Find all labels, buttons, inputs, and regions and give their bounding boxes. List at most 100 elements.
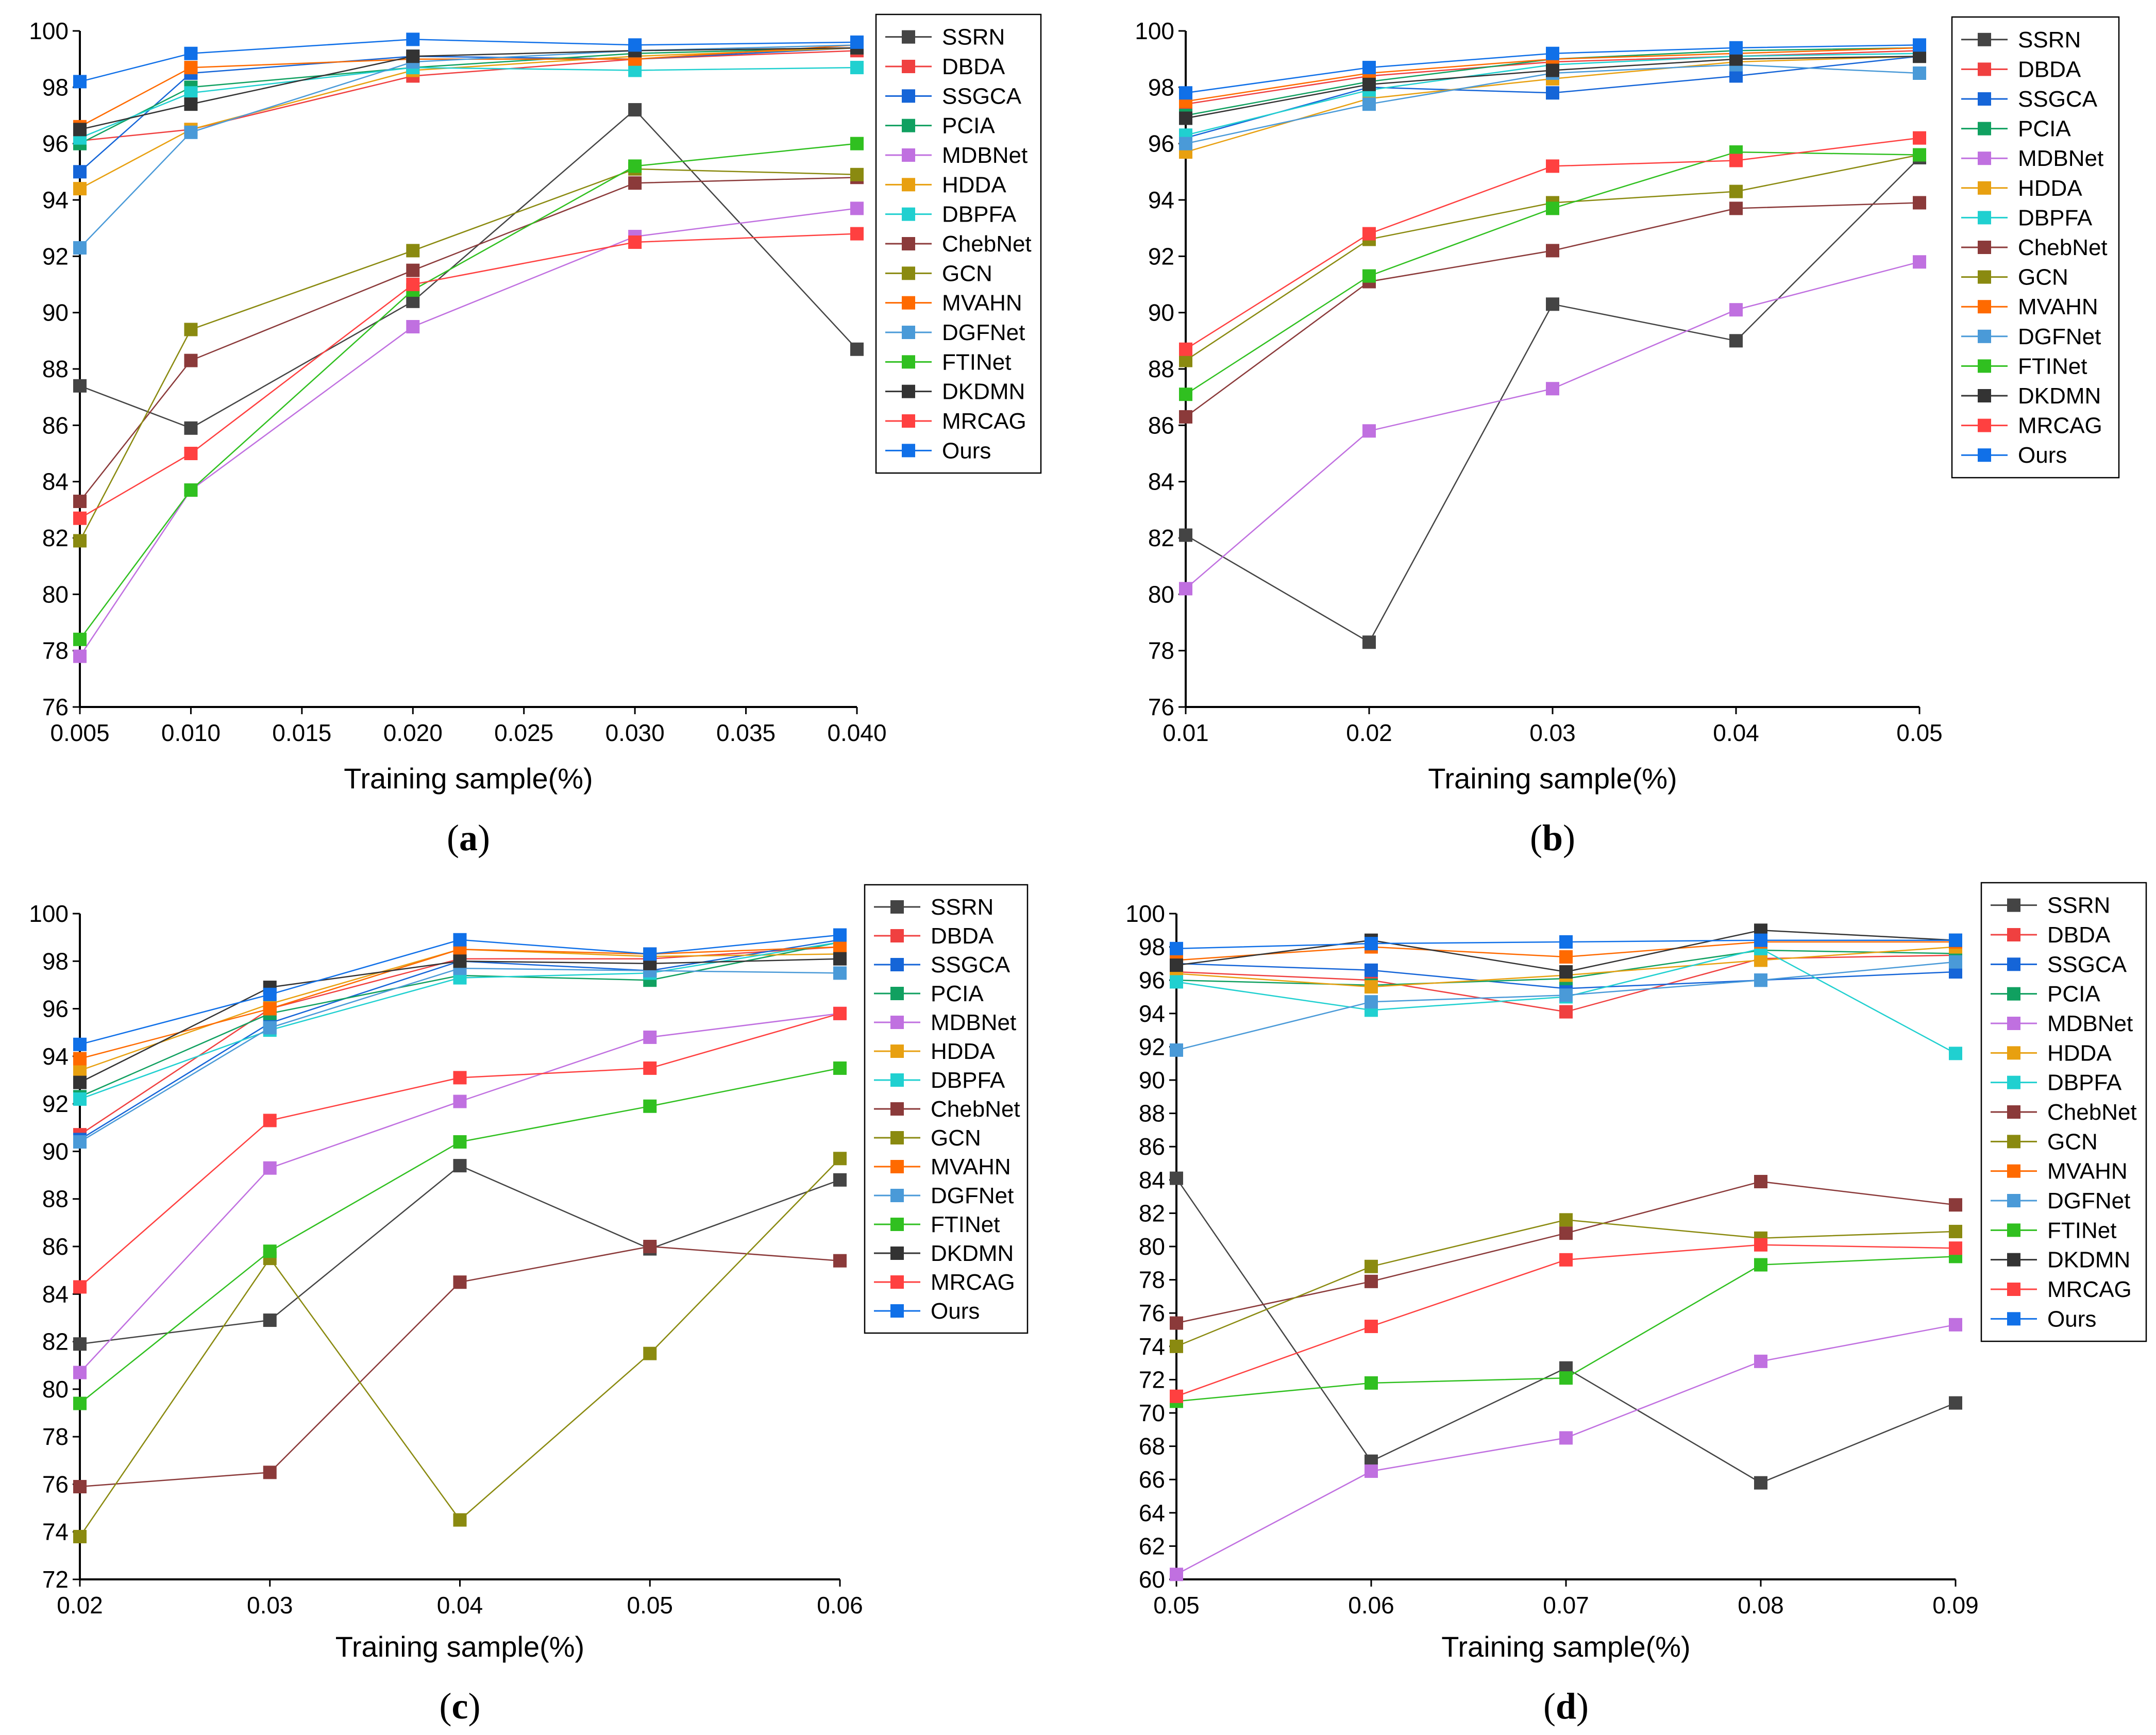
data-point [263, 1021, 277, 1035]
legend-label: PCIA [2018, 116, 2071, 142]
y-tick-label: 96 [42, 130, 69, 157]
legend-marker [890, 1160, 904, 1173]
legend-label: Ours [2047, 1306, 2096, 1332]
data-point [73, 1529, 87, 1543]
legend-marker [902, 30, 915, 44]
legend-label: ChebNet [942, 231, 1032, 257]
legend-label: MDBNet [931, 1010, 1016, 1035]
legend-label: DKDMN [942, 379, 1025, 405]
data-point [263, 1244, 277, 1258]
data-point [1365, 963, 1378, 977]
legend-marker [890, 958, 904, 971]
series-mrcag [73, 1006, 847, 1294]
y-tick-label: 92 [42, 1090, 69, 1117]
data-point [1913, 66, 1926, 80]
data-point [453, 1275, 467, 1289]
data-point [1913, 49, 1926, 63]
y-tick-label: 82 [1148, 525, 1174, 551]
y-tick-label: 78 [42, 1423, 69, 1450]
x-tick-label: 0.025 [494, 719, 553, 746]
chart-b: 76 78 80 82 84 86 88 90 92 94 96 98 100 0.01 0.02 0.03 0… [1135, 16, 2120, 858]
data-point [1546, 86, 1559, 100]
legend-marker [1978, 389, 1991, 402]
data-point [833, 1006, 847, 1020]
data-point [263, 987, 277, 1001]
legend-marker [902, 237, 915, 250]
data-point [184, 46, 198, 60]
series-chebnet [73, 171, 864, 508]
legend-label: MVAHN [2047, 1159, 2128, 1184]
x-tick-label: 0.06 [817, 1592, 863, 1619]
data-point [850, 167, 864, 181]
y-tick-label: 76 [42, 1471, 69, 1497]
legend-label: DKDMN [2018, 383, 2101, 409]
data-point [850, 35, 864, 49]
series-line [1185, 157, 1920, 644]
data-point [184, 421, 198, 435]
y-tick-label: 78 [42, 637, 69, 664]
legend-label: MRCAG [931, 1270, 1015, 1295]
y-tick-label: 80 [42, 1376, 69, 1403]
data-point [1754, 1354, 1767, 1368]
series-ssrn [73, 103, 864, 435]
legend-label: HDDA [2047, 1040, 2112, 1066]
series-line [79, 1013, 840, 1288]
data-point [73, 1064, 87, 1077]
legend-marker [890, 1246, 904, 1260]
legend-marker [890, 1045, 904, 1058]
x-tick-label: 0.05 [627, 1592, 673, 1619]
y-tick-label: 96 [1148, 130, 1174, 157]
legend-marker [2007, 957, 2020, 971]
data-point [453, 1135, 467, 1149]
data-point [1729, 154, 1743, 167]
data-point [1546, 297, 1559, 311]
legend-label: MDBNet [2047, 1011, 2133, 1036]
legend-marker [2007, 1017, 2020, 1030]
data-point [73, 649, 87, 663]
y-tick-label: 80 [42, 581, 69, 608]
legend-marker [902, 266, 915, 280]
legend-marker [1978, 359, 1991, 373]
panel-label: (b) [1530, 817, 1575, 858]
legend-marker [902, 355, 915, 369]
legend-label: HDDA [931, 1039, 995, 1064]
series-line [1185, 154, 1920, 361]
y-tick-label: 90 [42, 299, 69, 326]
series-chebnet [73, 1240, 847, 1494]
data-point [1362, 635, 1376, 649]
data-point [184, 323, 198, 336]
legend-label: Ours [2018, 443, 2067, 468]
data-point [1179, 342, 1192, 356]
legend-label: DBPFA [2018, 205, 2093, 230]
panel-label: (c) [440, 1686, 481, 1727]
legend-label: PCIA [2047, 982, 2100, 1007]
data-point [1754, 1238, 1767, 1252]
y-tick-label: 76 [1139, 1300, 1165, 1326]
y-tick-label: 78 [1148, 637, 1174, 664]
data-point [1365, 1259, 1378, 1273]
data-point [73, 534, 87, 548]
legend-marker [2007, 1312, 2020, 1326]
data-point [453, 1159, 467, 1173]
data-point [1949, 1396, 1962, 1410]
data-point [263, 1313, 277, 1327]
y-tick-label: 86 [1148, 412, 1174, 439]
series-mdbnet [73, 201, 864, 663]
data-point [833, 966, 847, 980]
legend-label: MVAHN [2018, 294, 2098, 319]
series-mdbnet [1170, 1318, 1962, 1581]
x-tick-label: 0.005 [50, 719, 109, 746]
legend-marker [1978, 241, 1991, 254]
data-point [1913, 255, 1926, 269]
data-point [1559, 935, 1573, 949]
legend-marker [1978, 122, 1991, 136]
data-point [406, 294, 420, 308]
y-tick-label: 96 [1139, 967, 1165, 993]
y-tick-label: 84 [42, 468, 69, 495]
series-line [79, 967, 840, 1143]
data-point [1949, 1318, 1962, 1332]
data-point [833, 1061, 847, 1075]
y-tick-label: 72 [42, 1566, 69, 1593]
data-point [850, 61, 864, 75]
